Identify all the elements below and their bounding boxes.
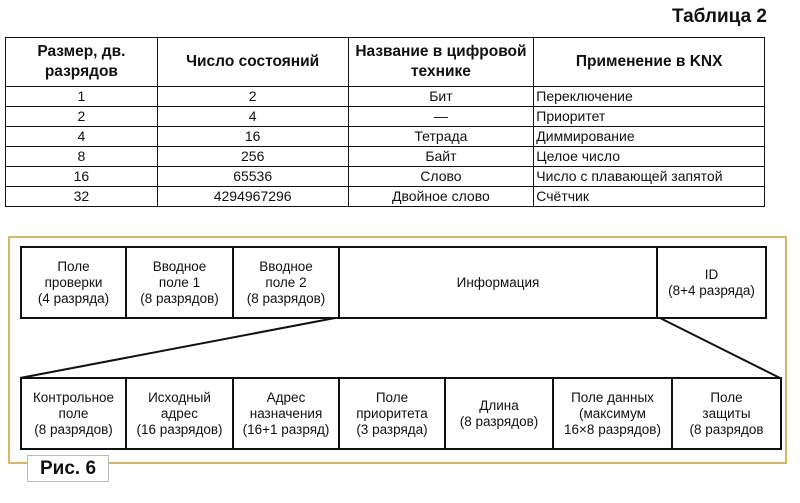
table-row: 16 65536 Слово Число с плавающей запятой <box>5 166 765 187</box>
field-text: адрес <box>160 405 199 421</box>
info-subfield: Поле данных (максимум 16×8 разрядов) <box>552 377 673 450</box>
field-text: (4 разряда) <box>37 290 110 306</box>
data-sizes-table: Размер, дв. разрядов Число состояний Назва… <box>5 37 765 207</box>
frame-field: Вводное поле 2 (8 разрядов) <box>232 246 340 319</box>
field-text: (16 разрядов) <box>136 421 223 437</box>
field-text: Поле <box>710 389 743 405</box>
field-text: назначения <box>249 405 323 421</box>
table-cell: Тетрада <box>347 126 535 147</box>
table-header-row: Размер, дв. разрядов Число состояний Назва… <box>5 37 765 87</box>
table-cell: Число с плавающей запятой <box>533 166 765 187</box>
field-text: (8 разрядов) <box>34 421 113 437</box>
field-text: Информация <box>456 274 540 290</box>
field-text: поле <box>58 405 89 421</box>
table-cell: 32 <box>5 186 158 207</box>
field-text: ID <box>704 266 719 282</box>
figure-caption: Рис. 6 <box>27 455 109 482</box>
expansion-line-right <box>659 317 781 379</box>
frame-field: Информация <box>338 246 658 319</box>
field-text: Вводное <box>259 258 313 274</box>
info-subfield: Исходный адрес (16 разрядов) <box>125 377 234 450</box>
field-text: проверки <box>44 274 103 290</box>
field-text: Вводное <box>152 258 207 274</box>
field-text: 16×8 разрядов) <box>564 421 661 437</box>
field-text: (3 разряда) <box>356 421 428 437</box>
field-text: (16+1 разряд) <box>242 421 330 437</box>
frame-field: Поле проверки (4 разряда) <box>20 246 127 319</box>
column-header: Размер, дв. разрядов <box>5 37 158 87</box>
info-subfield: Поле приоритета (3 разряда) <box>338 377 446 450</box>
field-text: Поле <box>375 389 409 405</box>
table-row: 8 256 Байт Целое число <box>5 146 765 167</box>
field-text: (8 разрядов <box>689 421 764 437</box>
field-text: Поле данных <box>571 389 654 405</box>
field-text: Адрес <box>266 389 306 405</box>
table-row: 1 2 Бит Переключение <box>5 86 765 107</box>
info-subfield: Поле защиты (8 разрядов <box>671 377 782 450</box>
column-header: Применение в KNX <box>533 37 765 87</box>
field-text: Исходный <box>148 389 211 405</box>
field-text: Контрольное <box>32 389 115 405</box>
field-text: (8 разрядов) <box>246 290 326 306</box>
field-text: поле 1 <box>158 274 201 290</box>
table-cell: Двойное слово <box>347 186 535 207</box>
field-text: Длина <box>479 397 519 413</box>
info-subfield: Длина (8 разрядов) <box>444 377 554 450</box>
table-row: 32 4294967296 Двойное слово Счётчик <box>5 186 765 207</box>
field-text: поле 2 <box>265 274 307 290</box>
field-text: (8+4 разряда) <box>668 282 755 298</box>
info-subfield: Адрес назначения (16+1 разряд) <box>232 377 340 450</box>
table-title: Таблица 2 <box>671 6 767 27</box>
figure-frame <box>8 236 787 464</box>
frame-field: Вводное поле 1 (8 разрядов) <box>125 246 234 319</box>
frame-field: ID (8+4 разряда) <box>656 246 767 319</box>
field-text: Поле <box>57 258 90 274</box>
table-cell: Байт <box>347 146 535 167</box>
field-text: (максимум <box>579 405 646 421</box>
field-text: (8 разрядов) <box>459 413 539 429</box>
field-text: (8 разрядов) <box>140 290 219 306</box>
info-subfield: Контрольное поле (8 разрядов) <box>20 377 127 450</box>
column-header: Название в цифровой технике <box>347 37 535 87</box>
table-row: 2 4— Приоритет <box>5 106 765 127</box>
field-text: приоритета <box>356 405 428 421</box>
table-cell: Приоритет <box>533 106 765 127</box>
table-cell: Счётчик <box>533 186 765 207</box>
field-text: защиты <box>702 405 751 421</box>
expansion-line-left <box>19 317 336 379</box>
